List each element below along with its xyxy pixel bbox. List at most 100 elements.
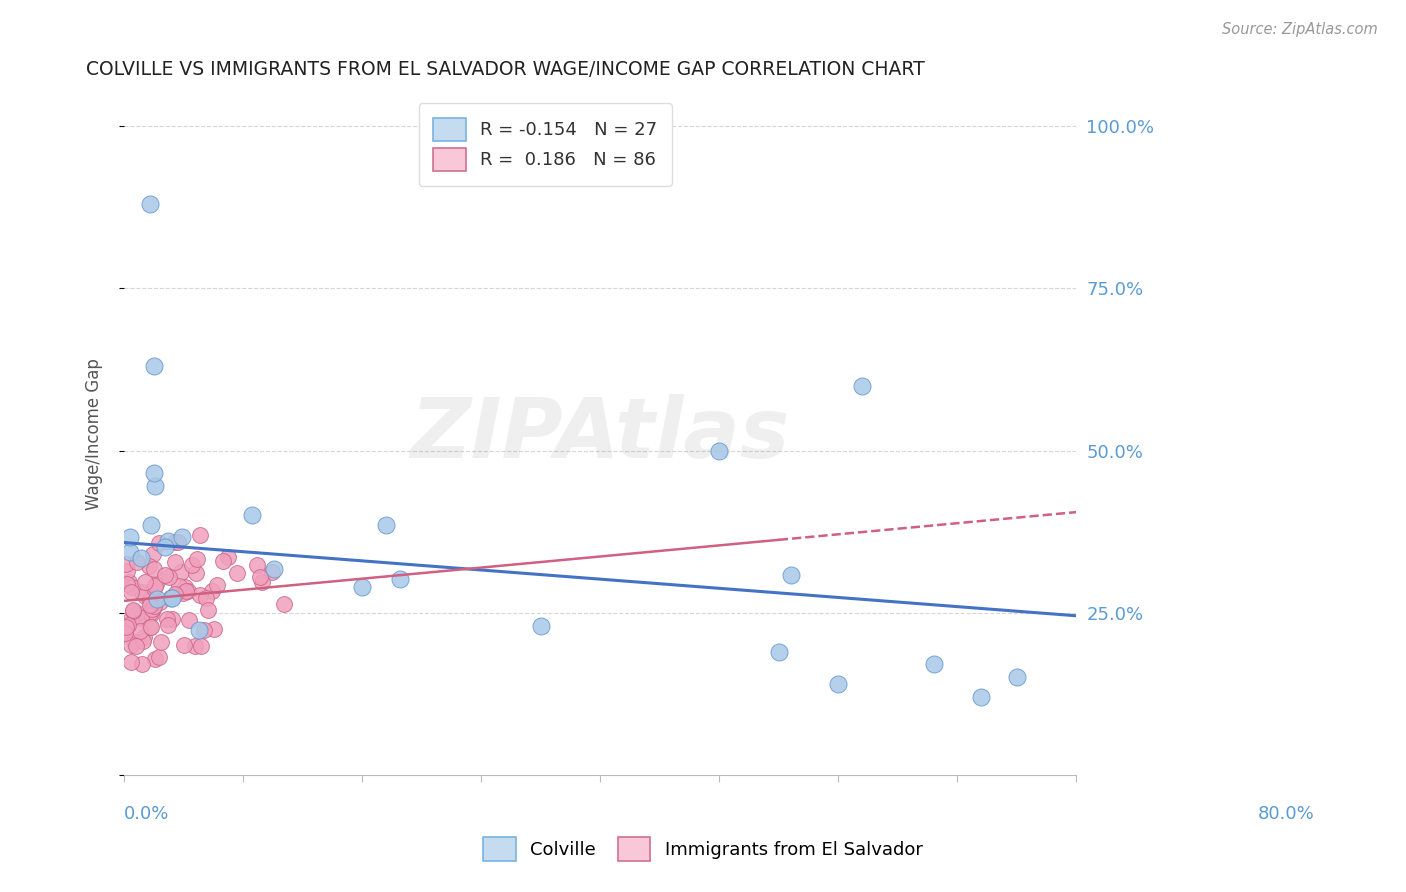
Point — [167, 579, 190, 593]
Text: 0.0%: 0.0% — [124, 805, 170, 823]
Point — [1005, 670, 1028, 684]
Point — [173, 639, 195, 653]
Point — [114, 620, 136, 634]
Point — [202, 622, 225, 636]
Point — [145, 576, 167, 591]
Point — [375, 517, 398, 532]
Point — [148, 535, 170, 549]
Point — [121, 604, 143, 618]
Point — [212, 554, 235, 568]
Point — [142, 547, 165, 561]
Point — [262, 566, 284, 580]
Point — [115, 564, 138, 578]
Point — [139, 517, 162, 532]
Point — [120, 612, 142, 626]
Point — [240, 508, 263, 522]
Point — [165, 555, 187, 569]
Point — [530, 618, 553, 632]
Point — [174, 583, 197, 598]
Point — [142, 562, 165, 576]
Text: 80.0%: 80.0% — [1258, 805, 1315, 823]
Point — [139, 592, 162, 607]
Point — [132, 634, 155, 648]
Point — [138, 559, 160, 574]
Point — [922, 657, 945, 672]
Point — [121, 580, 143, 594]
Point — [156, 618, 179, 632]
Point — [141, 602, 163, 616]
Point — [139, 607, 162, 621]
Point — [709, 443, 731, 458]
Point — [160, 591, 183, 605]
Point — [142, 581, 165, 595]
Point — [156, 534, 179, 549]
Point — [145, 592, 167, 607]
Text: COLVILLE VS IMMIGRANTS FROM EL SALVADOR WAGE/INCOME GAP CORRELATION CHART: COLVILLE VS IMMIGRANTS FROM EL SALVADOR … — [86, 60, 925, 78]
Point — [129, 611, 152, 625]
Point — [135, 608, 157, 623]
Point — [181, 558, 204, 573]
Point — [138, 620, 160, 634]
Point — [226, 566, 249, 581]
Point — [159, 591, 181, 605]
Point — [172, 586, 194, 600]
Point — [143, 466, 166, 480]
Point — [131, 585, 153, 599]
Point — [142, 599, 165, 614]
Point — [120, 655, 142, 669]
Point — [779, 568, 801, 582]
Point — [139, 197, 162, 211]
Point — [143, 479, 166, 493]
Y-axis label: Wage/Income Gap: Wage/Income Gap — [86, 359, 103, 510]
Point — [134, 574, 156, 589]
Point — [114, 623, 136, 637]
Point — [148, 595, 170, 609]
Point — [134, 630, 156, 644]
Point — [273, 597, 295, 611]
Point — [118, 544, 141, 558]
Point — [125, 555, 148, 569]
Point — [186, 551, 208, 566]
Point — [201, 584, 224, 599]
Point — [177, 583, 200, 598]
Point — [118, 574, 141, 589]
Point — [263, 561, 285, 575]
Point — [246, 558, 269, 573]
Point — [142, 359, 165, 374]
Point — [197, 603, 219, 617]
Point — [352, 581, 374, 595]
Point — [153, 568, 176, 582]
Point — [122, 635, 145, 649]
Point — [160, 612, 183, 626]
Point — [148, 650, 170, 665]
Point — [122, 603, 145, 617]
Point — [129, 550, 152, 565]
Point — [153, 541, 176, 555]
Point — [217, 550, 239, 565]
Point — [114, 626, 136, 640]
Point — [150, 635, 173, 649]
Point — [139, 619, 162, 633]
Point — [165, 587, 187, 601]
Point — [173, 580, 195, 594]
Point — [138, 606, 160, 620]
Point — [827, 677, 849, 691]
Point — [768, 645, 790, 659]
Point — [205, 578, 228, 592]
Point — [252, 575, 274, 590]
Point — [249, 570, 271, 584]
Point — [115, 577, 138, 591]
Point — [188, 623, 211, 637]
Point — [143, 652, 166, 666]
Point — [184, 639, 207, 653]
Point — [188, 528, 211, 542]
Point — [166, 535, 188, 549]
Text: Source: ZipAtlas.com: Source: ZipAtlas.com — [1222, 22, 1378, 37]
Point — [190, 639, 212, 653]
Point — [193, 623, 215, 637]
Point — [170, 565, 193, 579]
Point — [165, 535, 187, 549]
Point — [156, 612, 179, 626]
Point — [177, 613, 200, 627]
Point — [172, 530, 194, 544]
